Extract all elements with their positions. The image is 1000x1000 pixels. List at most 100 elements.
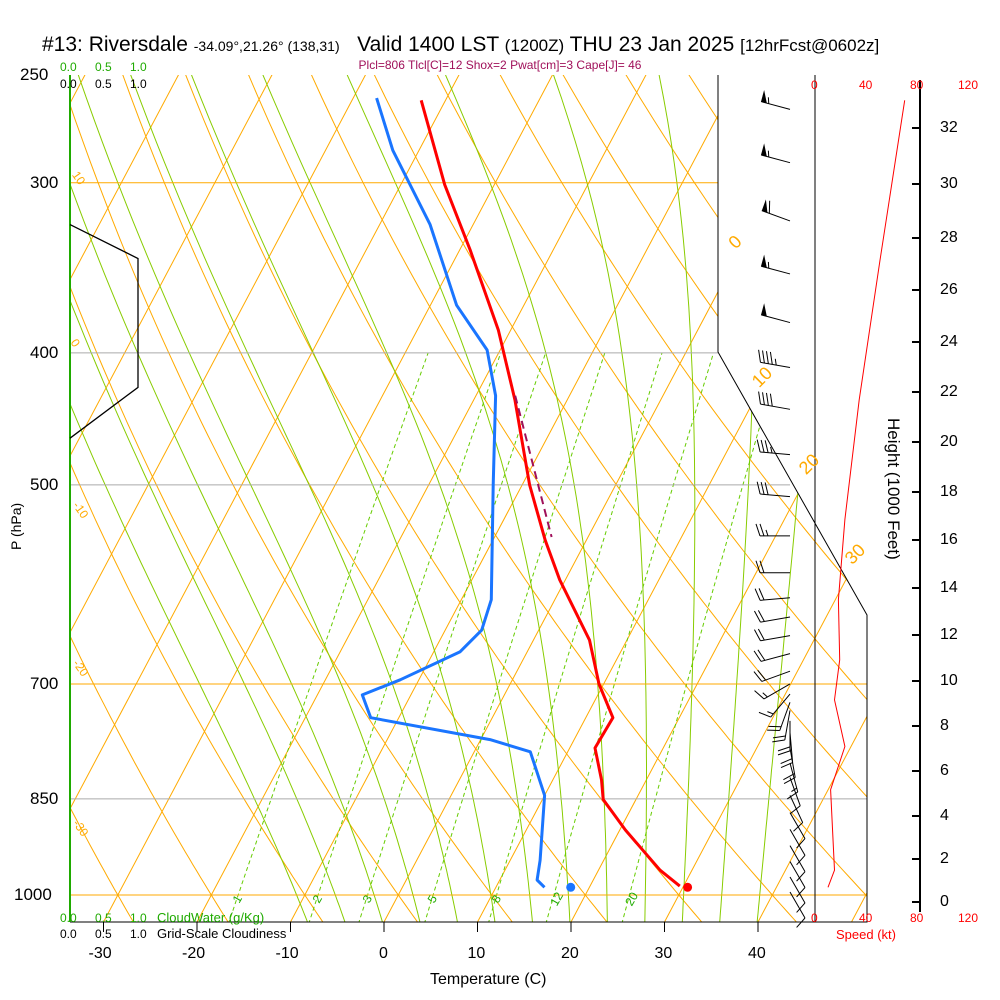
wind-barb-feather — [777, 750, 791, 756]
cloudiness-bottom-0: 0.0 — [60, 927, 77, 941]
height-tick-label: 26 — [940, 281, 958, 298]
wind-barb-staff — [789, 812, 806, 839]
temp-tick-label: 30 — [654, 945, 673, 962]
wind-barb — [753, 628, 791, 642]
isotherm-line — [569, 75, 867, 922]
sounding-marks — [69, 89, 906, 928]
y-axis-label: P (hPa) — [8, 502, 24, 550]
wind-barb — [789, 777, 801, 815]
speed-bottom-0: 0 — [811, 911, 818, 925]
moist-adiabat-line — [346, 75, 571, 922]
wind-barb-staff — [760, 403, 791, 410]
moist-adiabat-line — [553, 75, 647, 922]
wind-barb-feather — [754, 588, 761, 601]
speed-bottom-120: 120 — [958, 911, 979, 925]
cloudiness-label: Grid-Scale Cloudiness — [157, 926, 287, 941]
wind-barb-staff — [789, 829, 806, 856]
cloudwater-top-1: 0.5 — [95, 60, 112, 74]
mixing-ratio-line — [357, 352, 547, 922]
height-tick-label: 16 — [940, 531, 958, 548]
wind-barb-feather — [777, 746, 791, 752]
wind-barb-staff — [760, 493, 791, 498]
cloudwater-label: CloudWater (g/Kg) — [157, 910, 265, 925]
wind-barb-feather — [759, 523, 765, 537]
moist-adiabat-line — [70, 75, 347, 922]
chart-title: #13: Riversdale -34.09°,21.26° (138,31) … — [42, 34, 879, 55]
cloudwater-top-2: 1.0 — [130, 60, 147, 74]
wind-barb-staff — [789, 891, 806, 919]
wind-barb-feather — [796, 917, 806, 928]
pressure-tick-label: 1000 — [14, 885, 52, 904]
wind-barb-staff — [789, 762, 799, 793]
temp-tick-label: 20 — [561, 945, 579, 962]
temp-tick-label: 10 — [467, 945, 486, 962]
wind-barb — [755, 560, 790, 574]
pressure-tick-label: 700 — [30, 673, 59, 693]
temp-tick-label: -30 — [88, 945, 112, 962]
frame-border — [70, 75, 868, 923]
wind-barb — [753, 669, 791, 682]
isotherm-line — [102, 75, 566, 922]
wind-barb-half-feather — [774, 358, 777, 366]
wind-barb-feather — [769, 393, 773, 407]
parcel-line — [514, 395, 553, 538]
height-tick-label: 28 — [940, 229, 958, 246]
wind-barb-feather — [769, 351, 773, 365]
moist-adiabat-line — [191, 75, 496, 922]
mixing-ratio-line — [621, 352, 782, 922]
dry-adiabat-line — [70, 75, 420, 922]
height-tick-label: 0 — [940, 893, 949, 910]
wind-barb-half-feather — [762, 692, 768, 698]
wind-barb — [760, 254, 791, 275]
height-tick-label: 20 — [940, 433, 958, 450]
station-coords: -34.09°,21.26° (138,31) — [193, 38, 340, 54]
wind-barb — [758, 693, 791, 718]
speed-top-120: 120 — [958, 78, 979, 92]
speed-axis-label: Speed (kt) — [836, 927, 896, 942]
mixing-ratio-line — [227, 352, 429, 922]
wind-barb-feather — [755, 560, 761, 573]
dry-adiabat-line — [424, 75, 867, 922]
wind-barb — [789, 876, 806, 913]
station-name: #13: Riversdale — [42, 33, 188, 56]
wind-barb — [758, 349, 791, 369]
dry-adiabat-line — [113, 75, 609, 922]
height-tick-label: 24 — [940, 333, 958, 350]
dry-adiabat-line — [486, 75, 867, 922]
temp-tick-label: 0 — [379, 945, 388, 962]
pressure-tick-label: 300 — [30, 172, 59, 192]
wind-barb-feather — [755, 523, 761, 537]
pressure-tick-label: 850 — [30, 788, 59, 808]
cloudwater-bottom-2: 1.0 — [130, 911, 147, 925]
utc-time: (1200Z) — [504, 36, 565, 55]
wind-barb-feather — [756, 439, 761, 453]
dry-adiabat-line — [70, 75, 135, 922]
wind-barb-feather — [758, 349, 761, 363]
isotherm-line — [850, 75, 867, 922]
isotherm-line — [70, 75, 473, 922]
mixing-ratio-line — [545, 352, 714, 922]
wind-barb-feather — [753, 650, 762, 662]
isotherm-line — [70, 75, 192, 922]
height-tick-label: 22 — [940, 383, 958, 400]
dry-adiabat-line — [735, 75, 867, 922]
wind-barb-feather — [762, 350, 765, 364]
moist-adiabat-line — [70, 75, 309, 922]
wind-barb-feather — [758, 711, 771, 718]
moist-adiabat-line — [130, 75, 459, 922]
mixing-ratio-line — [423, 352, 606, 922]
height-tick-label: 18 — [940, 483, 958, 500]
cloudwater-top-0: 0.0 — [60, 60, 77, 74]
valid-date: THU 23 Jan 2025 — [569, 33, 735, 56]
wind-barb-staff — [789, 777, 801, 806]
wind-barb — [754, 683, 791, 700]
wind-speed-line — [827, 100, 906, 888]
moist-adiabat-line — [77, 75, 421, 922]
wind-barb-staff — [760, 597, 791, 601]
wind-barb-staff — [784, 710, 791, 741]
wind-barb-feather — [757, 610, 765, 622]
wind-barb-staff — [789, 845, 806, 872]
wind-barb-feather — [780, 758, 793, 765]
wind-barb-pennant — [761, 254, 767, 268]
wind-barb-staff — [789, 795, 804, 823]
